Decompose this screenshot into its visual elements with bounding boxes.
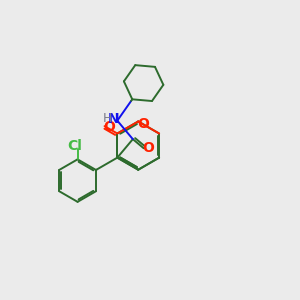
Text: N: N (108, 112, 120, 126)
Text: O: O (143, 141, 154, 155)
Text: O: O (138, 117, 149, 131)
Text: H: H (103, 112, 112, 125)
Text: O: O (103, 120, 115, 134)
Text: Cl: Cl (67, 139, 82, 152)
